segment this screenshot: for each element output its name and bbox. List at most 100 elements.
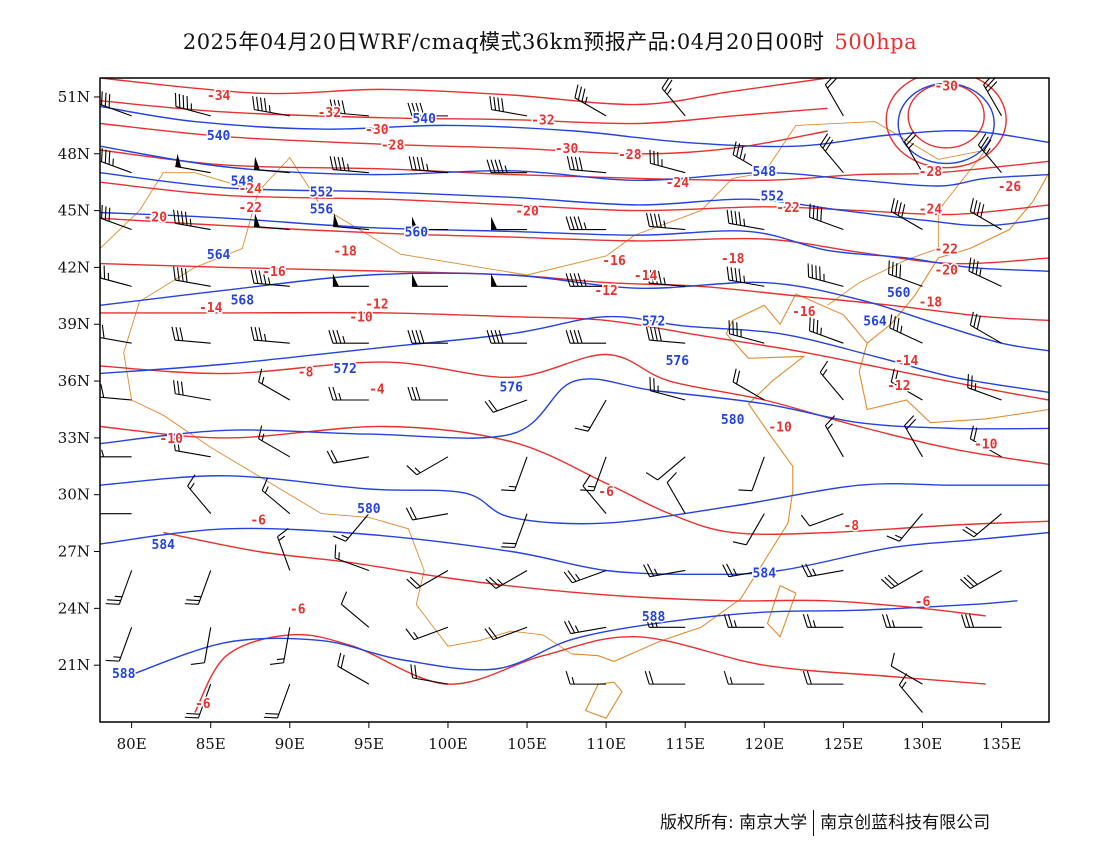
wind-barb bbox=[190, 627, 212, 665]
temperature-contour-label: -30 bbox=[555, 142, 579, 157]
x-tick-label: 130E bbox=[903, 735, 943, 753]
temperature-contour-label: -12 bbox=[887, 379, 910, 394]
wind-barb bbox=[722, 563, 765, 578]
temperature-contour-label: -24 bbox=[239, 182, 263, 197]
coastline-2 bbox=[766, 585, 797, 638]
y-tick-label: 45N bbox=[58, 202, 90, 220]
temperature-contour-label: -6 bbox=[195, 697, 211, 712]
temperature-contour-5 bbox=[100, 217, 1049, 265]
cold-low-contour-outer bbox=[885, 78, 1007, 169]
wind-barb bbox=[252, 96, 290, 117]
x-tick-label: 80E bbox=[117, 735, 147, 753]
wind-barb bbox=[484, 399, 528, 413]
wind-barbs bbox=[100, 78, 1003, 719]
wind-barb bbox=[732, 368, 765, 401]
height-contour-label: 564 bbox=[207, 248, 231, 263]
title-level: 500hpa bbox=[834, 30, 918, 54]
wind-barb bbox=[411, 216, 448, 231]
wind-barb bbox=[171, 326, 211, 344]
wind-barb bbox=[890, 198, 923, 231]
wind-barb bbox=[105, 570, 133, 605]
wind-barb bbox=[967, 374, 1002, 401]
wind-barb bbox=[563, 569, 607, 584]
wind-barb bbox=[801, 563, 844, 578]
temperature-contour-label: -10 bbox=[974, 438, 998, 453]
contour-labels: 5405485525565605645685725765805845885405… bbox=[110, 78, 1022, 713]
temperature-contour-label: -18 bbox=[333, 244, 357, 259]
wind-barb bbox=[100, 148, 132, 174]
x-tick-label: 100E bbox=[428, 735, 468, 753]
temperature-contour-label: -6 bbox=[250, 513, 266, 528]
temperature-contour-label: -28 bbox=[919, 165, 943, 180]
border-line-1 bbox=[123, 121, 987, 401]
temperature-contour-label: -34 bbox=[207, 89, 231, 104]
wind-barb bbox=[903, 415, 923, 458]
temperature-contour-label: -22 bbox=[239, 201, 262, 216]
wind-barb bbox=[105, 627, 133, 662]
border-line-0 bbox=[131, 399, 572, 655]
wind-barb bbox=[889, 314, 923, 344]
wind-barb bbox=[326, 450, 369, 464]
height-contour-9 bbox=[131, 600, 1018, 676]
wind-barb bbox=[332, 273, 369, 287]
x-tick-label: 120E bbox=[745, 735, 785, 753]
temperature-contour-label: -22 bbox=[934, 242, 957, 257]
wind-barb bbox=[645, 269, 686, 287]
wind-barb bbox=[969, 425, 1002, 458]
wind-barb bbox=[407, 102, 448, 117]
wind-barb bbox=[962, 513, 1002, 538]
wind-barb bbox=[738, 456, 765, 492]
temperature-contour-label: -24 bbox=[919, 203, 943, 218]
wind-barb bbox=[328, 330, 369, 344]
y-tick-label: 36N bbox=[58, 372, 90, 390]
wind-barb bbox=[723, 614, 765, 628]
wind-barb bbox=[643, 563, 686, 578]
height-contour-label: 564 bbox=[863, 314, 887, 329]
wind-barb bbox=[100, 449, 132, 458]
y-tick-label: 51N bbox=[58, 88, 90, 106]
temperature-contour-label: -14 bbox=[895, 354, 919, 369]
wind-barb bbox=[898, 673, 923, 713]
wind-barb bbox=[250, 269, 290, 287]
wind-barb bbox=[173, 266, 211, 287]
wind-barb bbox=[258, 368, 291, 401]
wind-barb bbox=[100, 204, 132, 231]
wind-barb bbox=[269, 627, 291, 665]
wind-barb bbox=[184, 683, 212, 719]
y-tick-label: 21N bbox=[58, 656, 90, 674]
wind-barb bbox=[969, 198, 1002, 231]
wind-barb bbox=[411, 273, 448, 287]
x-tick-label: 125E bbox=[824, 735, 864, 753]
height-contour-label: 584 bbox=[152, 538, 176, 553]
y-tick-label: 42N bbox=[58, 258, 90, 276]
wind-barb bbox=[334, 544, 370, 571]
height-contour-4 bbox=[100, 272, 1049, 352]
wind-barb bbox=[645, 326, 686, 344]
temperature-contour-8 bbox=[100, 353, 1049, 466]
temperature-contour-label: -16 bbox=[792, 305, 816, 320]
height-contour-label: 572 bbox=[642, 314, 665, 329]
wind-barb bbox=[824, 78, 844, 117]
x-axis: 80E 85E 90E 95E 100E 105E 110E 115E 120E 125E 130E… bbox=[117, 722, 1021, 753]
wind-barb bbox=[645, 212, 686, 231]
wind-barb bbox=[903, 131, 923, 173]
wind-barb bbox=[187, 474, 212, 515]
height-contour-label: 560 bbox=[405, 225, 429, 240]
wind-barb bbox=[491, 273, 528, 287]
temperature-contour-9 bbox=[100, 425, 1049, 536]
wind-barb bbox=[819, 360, 844, 401]
wind-barb bbox=[824, 415, 844, 458]
wind-barb bbox=[881, 614, 923, 628]
wind-barb bbox=[501, 456, 528, 492]
temperature-contour-label: -10 bbox=[349, 311, 373, 326]
wind-barb bbox=[100, 264, 132, 287]
wind-barb bbox=[173, 437, 211, 458]
height-contour-label: 580 bbox=[721, 413, 745, 428]
wind-barb bbox=[977, 133, 1002, 174]
map-title: 2025年04月20日WRF/cmaq模式36km预报产品:04月20日00时 5… bbox=[0, 26, 1100, 56]
wind-barb bbox=[809, 317, 844, 344]
x-tick-label: 110E bbox=[586, 735, 626, 753]
height-contour-label: 576 bbox=[499, 381, 523, 396]
x-tick-label: 85E bbox=[196, 735, 226, 753]
wind-barb bbox=[486, 159, 528, 174]
